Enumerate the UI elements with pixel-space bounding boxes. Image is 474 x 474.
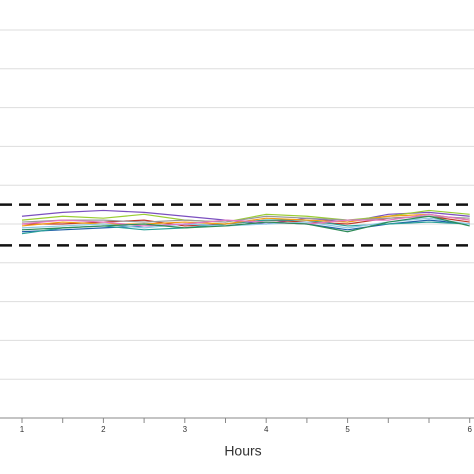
x-tick-label: 2 — [101, 425, 106, 434]
series-line — [21, 215, 470, 223]
x-tick-label: 6 — [467, 425, 472, 434]
x-tick-label: 5 — [345, 425, 350, 434]
x-tick-label: 4 — [264, 425, 269, 434]
x-tick-label: 3 — [183, 425, 188, 434]
x-axis-label: Hours — [224, 443, 261, 459]
x-tick-label: 1 — [20, 425, 25, 434]
series-line — [21, 213, 470, 227]
series-line — [21, 209, 470, 223]
series-line — [21, 215, 470, 233]
